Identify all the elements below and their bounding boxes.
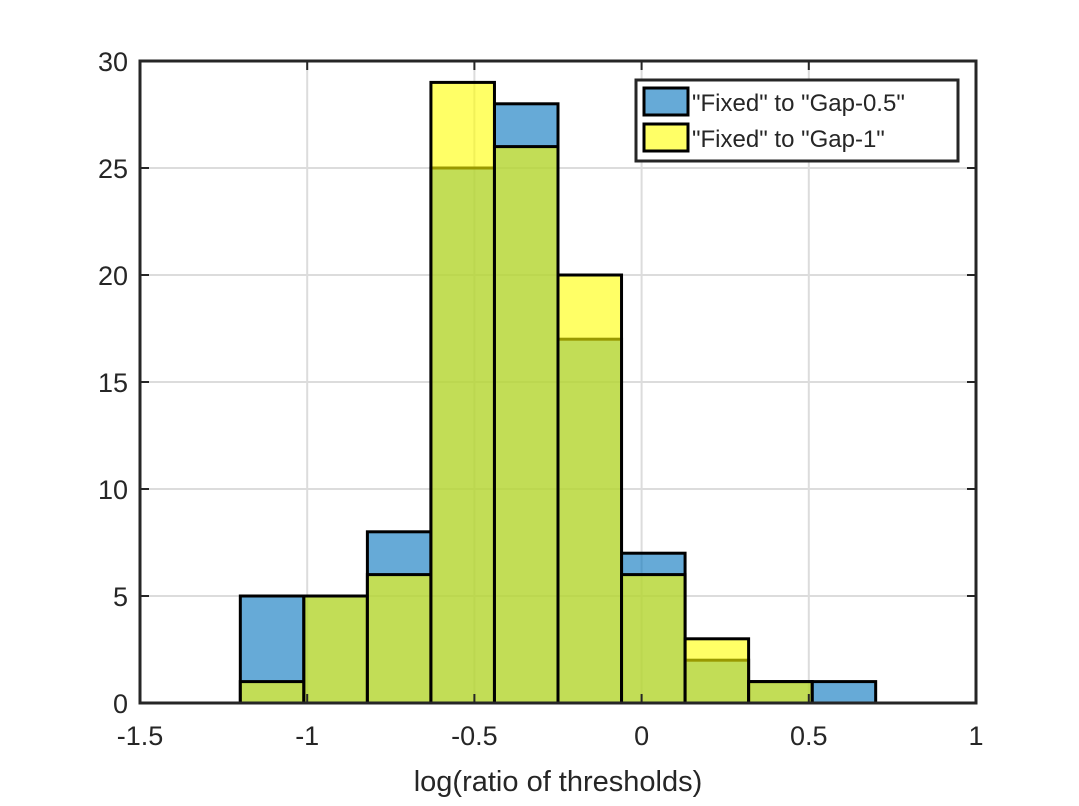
- x-tick-label: -1: [295, 721, 319, 751]
- x-tick-label: -0.5: [451, 721, 498, 751]
- y-tick-label: 30: [98, 47, 128, 77]
- y-tick-label: 15: [98, 368, 128, 398]
- legend-swatch: [642, 122, 690, 153]
- bar-series-2: [620, 573, 687, 705]
- x-axis-label: log(ratio of thresholds): [414, 766, 703, 798]
- legend-entry-label: "Fixed" to "Gap-0.5": [692, 90, 905, 117]
- x-tick-label: 1: [968, 721, 983, 751]
- bar-series-2: [429, 80, 496, 705]
- x-tick-label: -1.5: [117, 721, 164, 751]
- y-tick-label: 20: [98, 261, 128, 291]
- x-tick-label: 0.5: [790, 721, 828, 751]
- legend-box: [634, 78, 960, 163]
- bar-series-2: [302, 594, 369, 705]
- y-tick-label: 5: [113, 582, 128, 612]
- x-tick-label: 0: [634, 721, 649, 751]
- bar-series-2: [747, 680, 814, 705]
- bar-series-1: [810, 680, 878, 705]
- bar-series-2: [238, 680, 306, 705]
- bar-series-2: [683, 637, 751, 705]
- histogram-bars: [238, 80, 878, 705]
- legend: "Fixed" to "Gap-0.5" "Fixed" to "Gap-1": [634, 78, 960, 163]
- y-tick-label: 25: [98, 154, 128, 184]
- legend-entry-label: "Fixed" to "Gap-1": [692, 126, 885, 153]
- bar-series-2: [492, 145, 560, 705]
- y-tick-label: 0: [113, 689, 128, 719]
- legend-swatch: [642, 86, 690, 117]
- bar-series-2: [365, 573, 433, 705]
- bar-series-2: [556, 273, 624, 705]
- y-tick-label: 10: [98, 475, 128, 505]
